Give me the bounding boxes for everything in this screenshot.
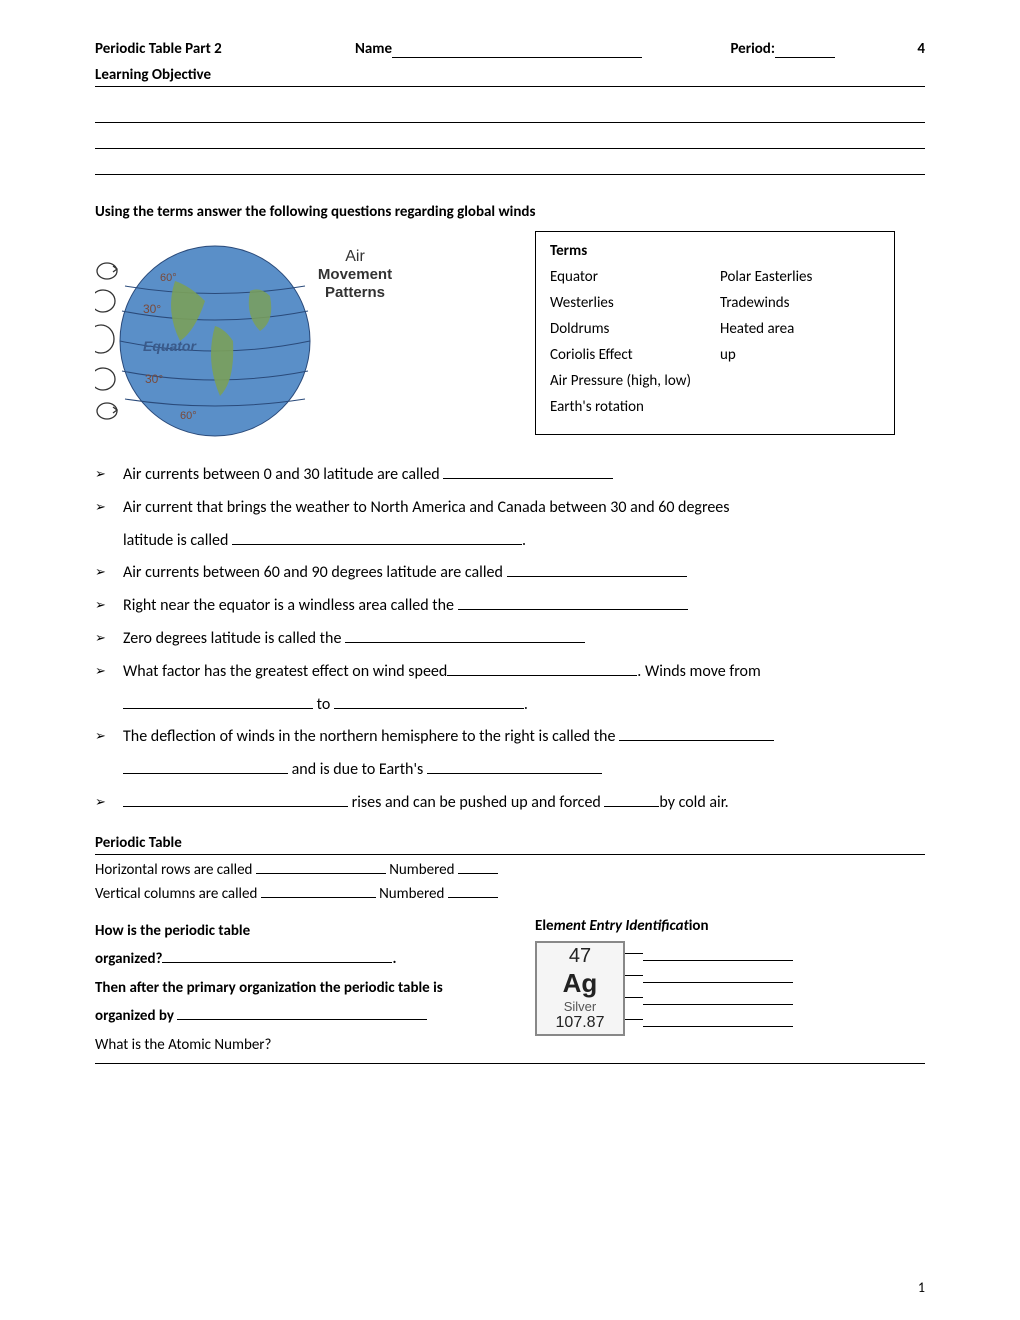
terms-row: DoldrumsHeated area xyxy=(550,320,880,338)
answer-blank xyxy=(256,873,386,874)
answer-blank xyxy=(123,806,348,807)
name-field: Name xyxy=(355,40,705,58)
label-line xyxy=(625,1009,793,1031)
bullet-arrow-icon: ➢ xyxy=(95,656,123,686)
footer-page-number: 1 xyxy=(918,1279,925,1296)
atomic-number: 47 xyxy=(537,945,623,968)
question-list: ➢Air currents between 0 and 30 latitude … xyxy=(95,459,925,820)
blank-line xyxy=(95,149,925,175)
bullet-arrow-icon: ➢ xyxy=(95,787,123,817)
answer-blank xyxy=(162,962,392,963)
pt-right-column: Element Entry Identification 47 Ag Silve… xyxy=(535,917,925,1060)
terms-row: EquatorPolar Easterlies xyxy=(550,268,880,286)
svg-text:30°: 30° xyxy=(143,302,161,316)
svg-text:60°: 60° xyxy=(180,410,197,422)
svg-text:30°: 30° xyxy=(145,372,163,386)
pt-columns: How is the periodic table organized?. Th… xyxy=(95,917,925,1060)
answer-blank xyxy=(619,740,774,741)
globe-terms-row: Air Movement Patterns 60° 30° Equator 30… xyxy=(95,231,925,441)
answer-blank xyxy=(458,609,688,610)
list-item: ➢What factor has the greatest effect on … xyxy=(95,656,925,722)
answer-blank xyxy=(448,897,498,898)
page-indicator: 4 xyxy=(835,40,925,58)
element-entry-title: Element Entry Identification xyxy=(535,917,925,935)
element-label-lines xyxy=(625,941,793,1031)
terms-row: Earth's rotation xyxy=(550,398,880,416)
list-item: ➢Right near the equator is a windless ar… xyxy=(95,590,925,623)
periodic-table-title: Periodic Table xyxy=(95,834,925,855)
terms-row: WesterliesTradewinds xyxy=(550,294,880,312)
terms-box: Terms EquatorPolar Easterlies Westerlies… xyxy=(535,231,895,435)
globe-diagram: Air Movement Patterns 60° 30° Equator 30… xyxy=(95,231,425,441)
name-label: Name xyxy=(355,40,392,58)
element-entry-diagram: 47 Ag Silver 107.87 xyxy=(535,941,925,1036)
answer-blank xyxy=(458,873,498,874)
bullet-arrow-icon: ➢ xyxy=(95,557,123,587)
answer-blank xyxy=(261,897,376,898)
answer-blank xyxy=(427,773,602,774)
element-symbol: Ag xyxy=(537,968,623,999)
bullet-arrow-icon: ➢ xyxy=(95,721,123,751)
footer-rule xyxy=(95,1063,925,1064)
answer-blank xyxy=(443,478,613,479)
blank-line xyxy=(95,123,925,149)
answer-blank xyxy=(507,576,687,577)
learning-objective-title: Learning Objective xyxy=(95,66,925,87)
answer-blank xyxy=(345,642,585,643)
answer-blank xyxy=(123,773,288,774)
answer-blank xyxy=(232,544,522,545)
pt-left-column: How is the periodic table organized?. Th… xyxy=(95,917,515,1060)
list-item: ➢The deflection of winds in the northern… xyxy=(95,721,925,787)
label-line xyxy=(625,943,793,965)
period-field: Period: xyxy=(705,40,835,58)
section-prompt: Using the terms answer the following que… xyxy=(95,203,925,221)
label-line xyxy=(625,987,793,1009)
bullet-arrow-icon: ➢ xyxy=(95,590,123,620)
terms-title: Terms xyxy=(550,242,880,260)
bullet-arrow-icon: ➢ xyxy=(95,623,123,653)
list-item: ➢ rises and can be pushed up and forced … xyxy=(95,787,925,820)
list-item: ➢Zero degrees latitude is called the xyxy=(95,623,925,656)
blank-line xyxy=(95,97,925,123)
pt-row-vertical: Vertical columns are called Numbered xyxy=(95,885,925,903)
objective-blank-lines xyxy=(95,97,925,175)
answer-blank xyxy=(123,708,313,709)
globe-title: Air xyxy=(345,248,365,265)
answer-blank xyxy=(447,675,637,676)
answer-blank xyxy=(604,806,659,807)
label-line xyxy=(625,965,793,987)
list-item: ➢Air currents between 60 and 90 degrees … xyxy=(95,557,925,590)
pt-row-horizontal: Horizontal rows are called Numbered xyxy=(95,861,925,879)
answer-blank xyxy=(177,1019,427,1020)
bullet-arrow-icon: ➢ xyxy=(95,459,123,489)
svg-text:Movement: Movement xyxy=(318,266,392,283)
worksheet-title: Periodic Table Part 2 xyxy=(95,40,355,58)
list-item: ➢Air currents between 0 and 30 latitude … xyxy=(95,459,925,492)
terms-row: Coriolis Effectup xyxy=(550,346,880,364)
answer-blank xyxy=(334,708,524,709)
element-cell: 47 Ag Silver 107.87 xyxy=(535,941,625,1036)
atomic-mass: 107.87 xyxy=(537,1014,623,1032)
name-blank xyxy=(392,57,642,58)
period-label: Period: xyxy=(730,40,775,58)
svg-text:Equator: Equator xyxy=(143,338,197,354)
period-blank xyxy=(775,57,835,58)
page-header: Periodic Table Part 2 Name Period: 4 xyxy=(95,40,925,58)
svg-text:60°: 60° xyxy=(160,272,177,284)
svg-text:Patterns: Patterns xyxy=(325,284,385,301)
bullet-arrow-icon: ➢ xyxy=(95,492,123,522)
list-item: ➢Air current that brings the weather to … xyxy=(95,492,925,558)
element-name: Silver xyxy=(537,999,623,1014)
terms-row: Air Pressure (high, low) xyxy=(550,372,880,390)
